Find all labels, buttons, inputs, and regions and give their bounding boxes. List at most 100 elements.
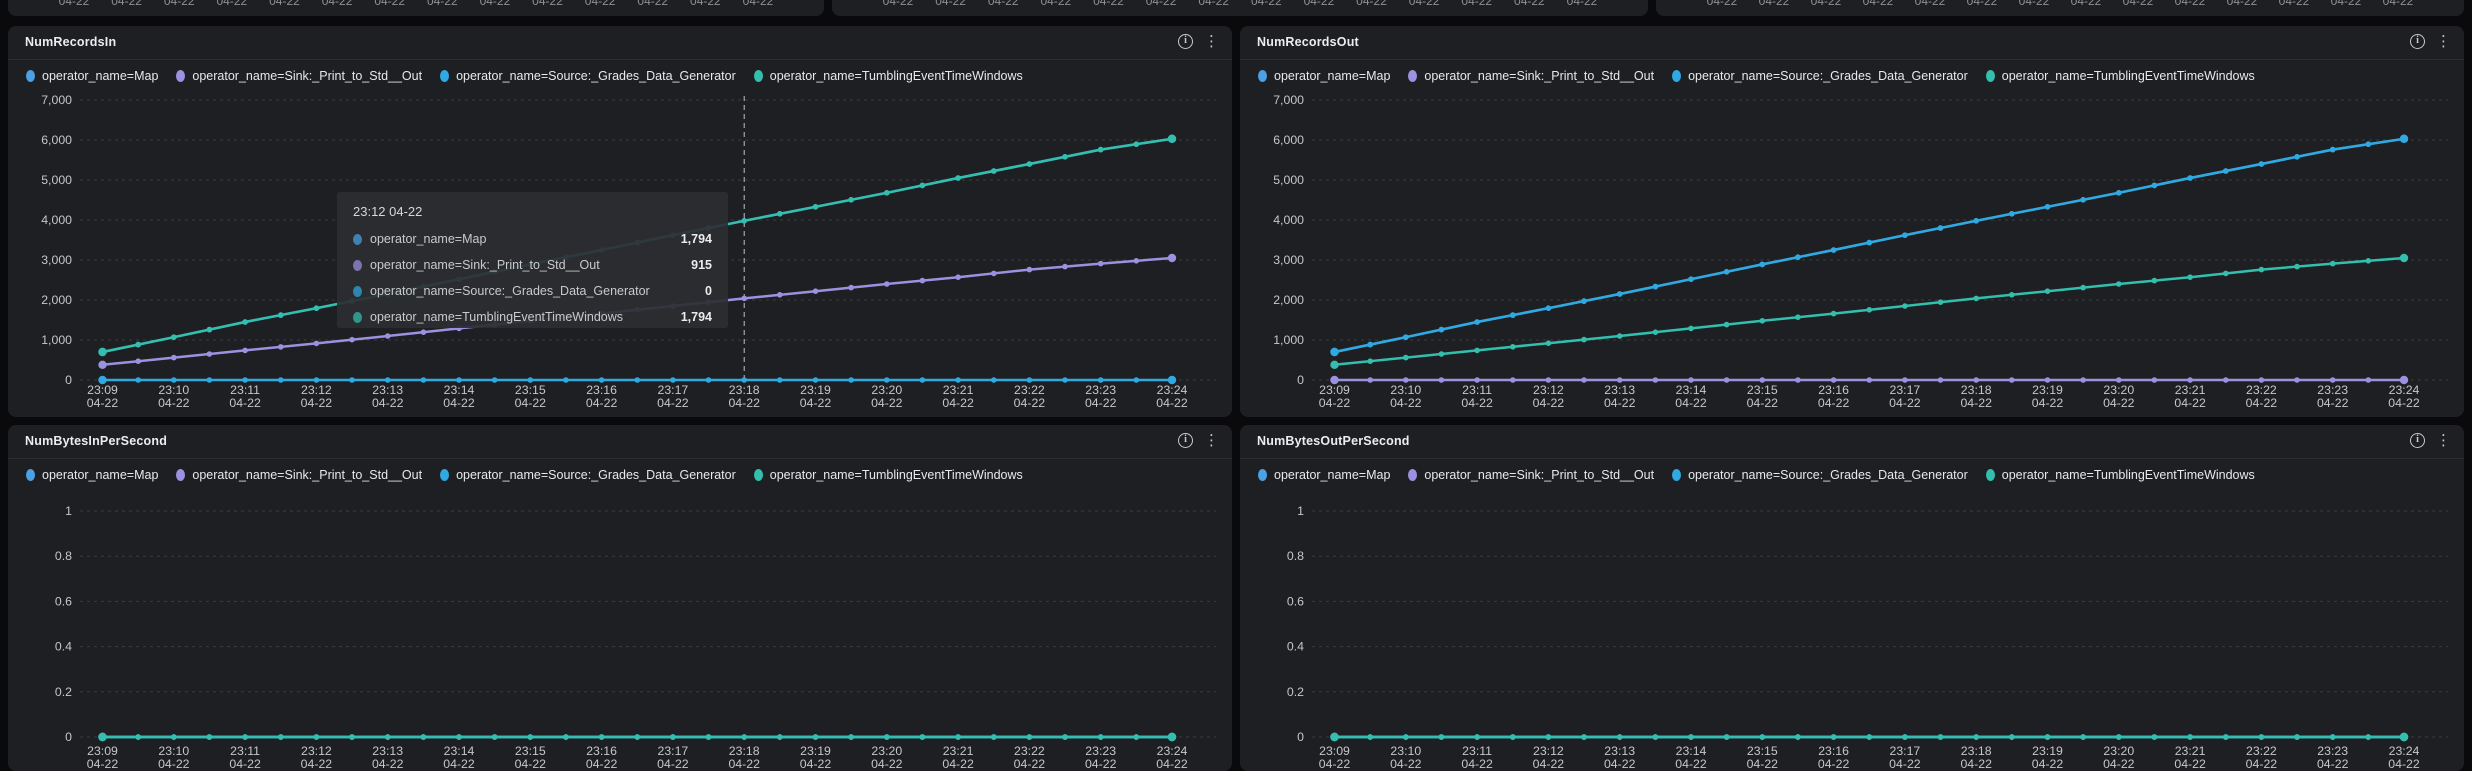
legend-dot-icon: [753, 469, 763, 481]
axis-date-label: 04-22: [882, 0, 914, 8]
legend-item[interactable]: operator_name=TumblingEventTimeWindows: [1985, 69, 2255, 83]
x-axis-tick-label: 23:15 04-22: [1747, 383, 1779, 410]
tooltip-row: operator_name=TumblingEventTimeWindows 1,…: [353, 304, 712, 330]
axis-date-label: 04-22: [2226, 0, 2258, 8]
legend-item[interactable]: operator_name=Map: [1258, 468, 1390, 482]
axis-date-label: 04-22: [987, 0, 1019, 8]
panel-header: NumRecordsIn i ⋮: [8, 26, 1232, 60]
chart-plot[interactable]: 1 0.8 0.6 0.4 0.2 0 23:09 04-22 23:10 04-22 23:11 0…: [8, 425, 1232, 771]
x-axis-tick-label: 23:14 04-22: [1675, 744, 1707, 771]
axis-date-label: 04-22: [935, 0, 966, 8]
x-axis-tick-label: 23:11 04-22: [1461, 744, 1493, 771]
series-operator_name=TumblingEventTimeWindows: [98, 732, 1177, 742]
chart-legend: operator_name=Map operator_name=Sink:_Pri…: [1258, 69, 2255, 83]
legend-item[interactable]: operator_name=Sink:_Print_to_Std__Out: [176, 69, 422, 83]
axis-date-label: 04-22: [1914, 0, 1946, 8]
legend-dot-icon: [1672, 469, 1682, 481]
x-axis-tick-label: 23:23 04-22: [2317, 383, 2349, 410]
kebab-menu-icon[interactable]: ⋮: [2436, 33, 2451, 50]
legend-label: operator_name=TumblingEventTimeWindows: [2001, 468, 2255, 482]
legend-item[interactable]: operator_name=Sink:_Print_to_Std__Out: [1408, 468, 1654, 482]
x-axis-labels: 23:09 04-22 23:10 04-22 23:11 04-22 23:12 04-22…: [1319, 744, 2420, 771]
axis-date-label: 04-22: [2278, 0, 2310, 8]
info-icon[interactable]: i: [2410, 433, 2425, 448]
x-axis-tick-label: 23:23 04-22: [2317, 744, 2349, 771]
legend-label: operator_name=Sink:_Print_to_Std__Out: [1424, 468, 1655, 482]
axis-date-label: 04-22: [479, 0, 511, 8]
legend-item[interactable]: operator_name=Source:_Grades_Data_Genera…: [1672, 69, 1968, 83]
legend-item[interactable]: operator_name=Sink:_Print_to_Std__Out: [176, 468, 422, 482]
info-icon[interactable]: i: [2410, 34, 2425, 49]
x-axis-labels: 23:09 04-22 23:10 04-22 23:11 04-22 23:12 04-22…: [87, 383, 1188, 410]
legend-dot-icon: [1258, 70, 1267, 82]
info-icon[interactable]: i: [1178, 433, 1193, 448]
legend-label: operator_name=Source:_Grades_Data_Genera…: [1688, 69, 1968, 83]
x-axis-tick-label: 23:11 04-22: [1461, 383, 1493, 410]
legend-item[interactable]: operator_name=Map: [26, 69, 158, 83]
panel-actions: i ⋮: [1178, 34, 1219, 49]
x-axis-tick-label: 23:17 04-22: [1889, 383, 1921, 410]
tooltip-series-value: 1,794: [680, 232, 712, 246]
x-axis-tick-label: 23:22 04-22: [1014, 383, 1046, 410]
legend-label: operator_name=TumblingEventTimeWindows: [769, 69, 1023, 83]
chart-plot[interactable]: 1 0.8 0.6 0.4 0.2 0 23:09 04-22 23:10 04-22 23:11 0…: [1240, 425, 2464, 771]
x-axis-tick-label: 23:20 04-22: [2103, 744, 2135, 771]
y-axis-tick-label: 0: [65, 373, 72, 387]
tooltip-row: operator_name=Map 1,794: [353, 226, 712, 252]
legend-label: operator_name=Map: [42, 468, 159, 482]
legend-item[interactable]: operator_name=TumblingEventTimeWindows: [753, 468, 1023, 482]
axis-date-label: 04-22: [1250, 0, 1282, 8]
tooltip-row: operator_name=Sink:_Print_to_Std__Out 915: [353, 252, 712, 278]
legend-dot-icon: [1985, 70, 1995, 82]
y-axis-tick-label: 5,000: [41, 173, 72, 187]
chart-plot[interactable]: 7,000 6,000 5,000 4,000 3,000 2,000 1,000 0 23:0…: [1240, 26, 2464, 417]
gridlines: 7,000 6,000 5,000 4,000 3,000 2,000 1,000 0: [1273, 93, 2448, 387]
legend-item[interactable]: operator_name=Source:_Grades_Data_Genera…: [1672, 468, 1968, 482]
series-operator_name=TumblingEventTimeWindows: [1330, 732, 2409, 742]
legend-label: operator_name=Source:_Grades_Data_Genera…: [1688, 468, 1968, 482]
axis-date-label: 04-22: [1758, 0, 1790, 8]
legend-item[interactable]: operator_name=TumblingEventTimeWindows: [1985, 468, 2255, 482]
y-axis-tick-label: 0.8: [1287, 549, 1304, 563]
x-axis-tick-label: 23:19 04-22: [800, 383, 832, 410]
tooltip-series-dot-icon: [353, 285, 362, 297]
x-axis-tick-label: 23:24 04-22: [2388, 744, 2420, 771]
legend-label: operator_name=Sink:_Print_to_Std__Out: [192, 69, 423, 83]
x-axis-tick-label: 23:18 04-22: [1960, 744, 1992, 771]
axis-date-label: 04-22: [2382, 0, 2414, 8]
legend-item[interactable]: operator_name=Map: [1258, 69, 1390, 83]
x-axis-tick-label: 23:19 04-22: [2032, 744, 2064, 771]
x-axis-tick-label: 23:21 04-22: [942, 744, 974, 771]
axis-date-label: 04-22: [1093, 0, 1124, 8]
kebab-menu-icon[interactable]: ⋮: [1204, 33, 1219, 50]
axis-date-label: 04-22: [58, 0, 90, 8]
legend-item[interactable]: operator_name=Source:_Grades_Data_Genera…: [440, 69, 736, 83]
x-axis-tick-label: 23:12 04-22: [1533, 744, 1565, 771]
x-axis-tick-label: 23:15 04-22: [515, 383, 547, 410]
legend-item[interactable]: operator_name=Sink:_Print_to_Std__Out: [1408, 69, 1654, 83]
info-icon[interactable]: i: [1178, 34, 1193, 49]
y-axis-tick-label: 0.2: [55, 685, 72, 699]
y-axis-tick-label: 0.4: [55, 640, 72, 654]
x-axis-tick-label: 23:20 04-22: [871, 744, 903, 771]
axis-date-label: 04-22: [1566, 0, 1598, 8]
gridlines: 1 0.8 0.6 0.4 0.2 0: [55, 504, 1216, 744]
x-axis-tick-label: 23:16 04-22: [586, 744, 618, 771]
y-axis-tick-label: 0.2: [1287, 685, 1304, 699]
axis-date-label: 04-22: [1040, 0, 1072, 8]
panel-actions: i ⋮: [1178, 433, 1219, 448]
legend-item[interactable]: operator_name=Source:_Grades_Data_Genera…: [440, 468, 736, 482]
kebab-menu-icon[interactable]: ⋮: [2436, 432, 2451, 449]
x-axis-tick-label: 23:18 04-22: [728, 744, 760, 771]
axis-date-label: 04-22: [690, 0, 721, 8]
x-axis-tick-label: 23:11 04-22: [229, 744, 261, 771]
kebab-menu-icon[interactable]: ⋮: [1204, 432, 1219, 449]
legend-item[interactable]: operator_name=Map: [26, 468, 158, 482]
x-axis-tick-label: 23:18 04-22: [728, 383, 760, 410]
x-axis-tick-label: 23:10 04-22: [158, 383, 190, 410]
x-axis-tick-label: 23:16 04-22: [1818, 744, 1850, 771]
legend-item[interactable]: operator_name=TumblingEventTimeWindows: [753, 69, 1023, 83]
y-axis-tick-label: 0.4: [1287, 640, 1304, 654]
x-axis-tick-label: 23:17 04-22: [657, 744, 689, 771]
